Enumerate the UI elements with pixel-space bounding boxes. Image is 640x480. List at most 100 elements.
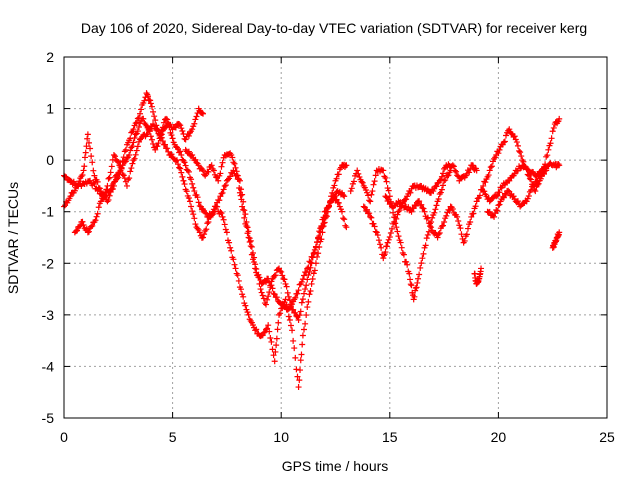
data-point-marker (186, 198, 193, 205)
data-point-marker (141, 97, 148, 104)
data-point-marker (494, 192, 501, 199)
data-point-marker (398, 244, 405, 251)
data-point-marker (196, 229, 203, 236)
data-point-marker (150, 108, 157, 115)
data-point-marker (331, 182, 338, 189)
data-point-marker (514, 142, 521, 149)
data-point-marker (233, 168, 240, 175)
data-point-marker (480, 182, 487, 189)
data-point-marker (503, 191, 510, 198)
data-point-marker (466, 169, 473, 176)
data-point-marker (292, 294, 299, 301)
data-point-marker (390, 209, 397, 216)
data-point-marker (292, 309, 299, 316)
data-point-marker (371, 223, 378, 230)
data-point-marker (374, 232, 381, 239)
data-point-marker (128, 144, 135, 151)
data-point-marker (218, 190, 225, 197)
data-point-marker (189, 208, 196, 215)
data-point-marker (89, 222, 96, 229)
data-point-marker (380, 255, 387, 262)
y-tick-label: -4 (42, 358, 55, 374)
data-point-marker (192, 156, 199, 163)
data-point-marker (304, 265, 311, 272)
y-tick-label: 2 (46, 49, 54, 65)
data-point-marker (330, 193, 337, 200)
data-point-marker (299, 341, 306, 348)
data-point-marker (486, 167, 493, 174)
data-point-marker (438, 173, 445, 180)
data-point-marker (180, 177, 187, 184)
data-point-marker (457, 225, 464, 232)
data-point-marker (132, 120, 139, 127)
data-point-marker (102, 189, 109, 196)
data-point-marker (207, 213, 214, 220)
data-point-marker (297, 367, 304, 374)
data-point-marker (193, 113, 200, 120)
data-point-marker (370, 220, 377, 227)
data-point-marker (430, 188, 437, 195)
data-point-marker (83, 143, 90, 150)
data-point-marker (440, 182, 447, 189)
data-point-marker (295, 287, 302, 294)
data-point-marker (438, 186, 445, 193)
data-point-marker (177, 165, 184, 172)
data-point-marker (106, 192, 113, 199)
data-point-marker (296, 377, 303, 384)
data-point-marker (127, 135, 134, 142)
data-point-marker (348, 185, 355, 192)
data-point-marker (547, 140, 554, 147)
data-point-marker (400, 251, 407, 258)
data-point-marker (107, 169, 114, 176)
data-point-marker (269, 285, 276, 292)
data-point-marker (264, 296, 271, 303)
data-point-marker (90, 179, 97, 186)
data-point-marker (456, 222, 463, 229)
data-point-marker (238, 196, 245, 203)
data-point-marker (179, 128, 186, 135)
data-point-marker (188, 203, 195, 210)
data-point-marker (67, 177, 74, 184)
data-point-marker (219, 189, 226, 196)
data-point-marker (369, 188, 376, 195)
data-point-marker (164, 116, 171, 123)
data-point-marker (508, 130, 515, 137)
data-point-marker (506, 126, 513, 133)
data-point-marker (309, 275, 316, 282)
data-point-marker (423, 215, 430, 222)
data-point-marker (289, 301, 296, 308)
data-point-marker (373, 229, 380, 236)
data-point-marker (87, 177, 94, 184)
data-point-marker (435, 231, 442, 238)
data-point-marker (81, 163, 88, 170)
data-point-marker (428, 224, 435, 231)
data-point-marker (426, 220, 433, 227)
data-point-marker (91, 180, 98, 187)
data-point-marker (298, 299, 305, 306)
data-point-marker (232, 164, 239, 171)
data-point-marker (291, 345, 298, 352)
data-point-marker (340, 215, 347, 222)
data-point-marker (181, 181, 188, 188)
data-point-marker (518, 153, 525, 160)
data-point-marker (378, 244, 385, 251)
data-point-marker (533, 178, 540, 185)
data-point-marker (306, 291, 313, 298)
x-tick-label: 0 (60, 429, 68, 445)
data-point-marker (244, 309, 251, 316)
data-point-marker (545, 146, 552, 153)
data-point-marker (87, 145, 94, 152)
data-point-marker (377, 241, 384, 248)
data-point-marker (268, 338, 275, 345)
data-point-marker (382, 249, 389, 256)
data-point-marker (419, 204, 426, 211)
data-point-marker (106, 174, 113, 181)
data-point-marker (214, 203, 221, 210)
data-point-marker (265, 275, 272, 282)
data-point-marker (298, 351, 305, 358)
data-point-marker (347, 188, 354, 195)
data-point-marker (437, 189, 444, 196)
data-point-marker (169, 135, 176, 142)
